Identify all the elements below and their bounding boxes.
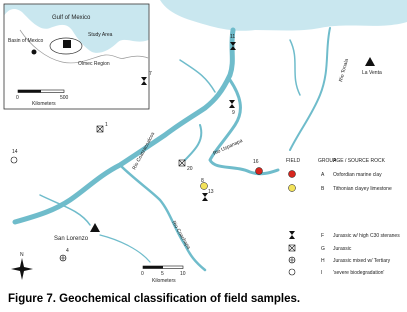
scale-label: 0 (16, 95, 19, 101)
site-label: 9 (232, 110, 235, 116)
inset-ocean (4, 4, 149, 53)
legend-symbol (289, 231, 295, 239)
legend-header: FIELD (286, 158, 301, 164)
site-marker (141, 77, 147, 85)
legend-symbol (288, 244, 296, 252)
north-arrow (11, 258, 33, 280)
scale-label: 10 (180, 271, 186, 277)
legend-header: AGE / SOURCE ROCK (333, 158, 386, 164)
legend-description: Tithonian clayey limestone (333, 186, 392, 192)
legend-description: Oxfordian marine clay (333, 172, 382, 178)
legend-symbol (288, 268, 296, 276)
legend-description: 'severe biodegradation' (333, 270, 384, 276)
inset-label: Basin of Mexico (8, 38, 44, 44)
inset-map: Gulf of Mexico Basin of Mexico Study Are… (3, 3, 150, 110)
site-label: 8 (201, 178, 204, 184)
site-label: 16 (253, 159, 259, 165)
site-marker (200, 182, 208, 190)
inset-label: Study Area (88, 32, 113, 38)
legend-description: Jurassic w/ high C30 steranes (333, 233, 400, 239)
site-marker (96, 125, 104, 133)
scale-bar (143, 266, 163, 269)
site-label: 7 (149, 71, 152, 77)
site-label: 14 (12, 149, 18, 155)
scale-label: 500 (60, 95, 69, 101)
legend: FIELD GROUP AGE / SOURCE ROCK A Oxfordian… (286, 158, 400, 276)
site-label: 4 (66, 248, 69, 254)
place-marker (90, 223, 100, 232)
legend-symbol (288, 170, 296, 178)
site-marker (230, 42, 236, 50)
north-label: N (20, 252, 24, 258)
place-marker (365, 57, 375, 66)
legend-header: GROUP (318, 158, 337, 164)
legend-symbol (288, 184, 296, 192)
legend-description: Jurassic mixed w/ Tertiary (333, 258, 391, 264)
legend-group: I (321, 270, 322, 276)
scale-label: Kilometers (152, 278, 176, 284)
study-area-box (63, 40, 71, 48)
site-marker (202, 193, 208, 201)
caption: Figure 7. Geochemical classification of … (8, 293, 300, 305)
site-marker (10, 156, 18, 164)
place-label: San Lorenzo (54, 236, 89, 242)
inset-label: Olmec Region (78, 61, 110, 67)
place-label: La Venta (362, 70, 382, 76)
inset-label: Gulf of Mexico (52, 15, 91, 21)
legend-group: B (321, 186, 325, 192)
legend-symbol (288, 256, 296, 264)
site-marker (255, 167, 263, 175)
legend-description: Jurassic (333, 246, 352, 252)
river-label: Rio Tonala (338, 58, 350, 82)
legend-group: F (321, 233, 324, 239)
site-label: 13 (208, 189, 214, 195)
scale-bar (18, 90, 41, 93)
site-marker (59, 254, 67, 262)
olmec-region (49, 37, 83, 55)
site-label: 1 (105, 122, 108, 128)
coastline (19, 29, 149, 64)
scale-label: 5 (161, 271, 164, 277)
legend-group: H (321, 258, 325, 264)
site-marker (229, 100, 235, 108)
ocean (160, 0, 407, 31)
legend-group: G (321, 246, 325, 252)
basin-marker (31, 49, 37, 55)
sites: 11 9 7 1 14 16 8 20 13 4 (10, 34, 263, 262)
scale-label: 0 (141, 271, 144, 277)
site-label: 11 (230, 34, 235, 40)
scale-label: Kilometers (32, 101, 56, 107)
site-label: 20 (187, 166, 193, 172)
site-marker (178, 159, 186, 167)
legend-group: A (321, 172, 325, 178)
